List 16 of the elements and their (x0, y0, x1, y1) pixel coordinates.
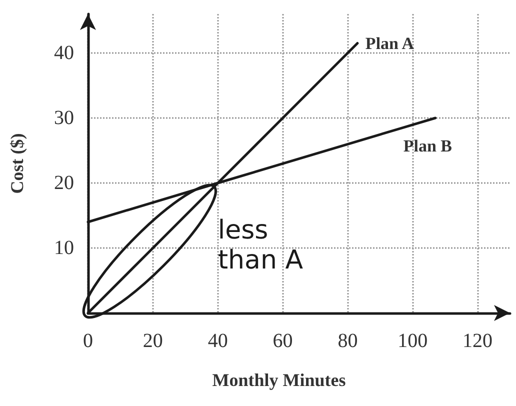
x-tick-label: 120 (462, 330, 493, 352)
series-label: Plan A (365, 34, 415, 53)
x-axis-title: Monthly Minutes (212, 370, 346, 390)
y-tick-label: 20 (54, 172, 74, 194)
x-tick-label: 100 (398, 330, 428, 352)
y-tick-label: 30 (54, 107, 74, 129)
series-label: Plan B (403, 136, 452, 156)
y-tick-label: 40 (54, 42, 74, 64)
x-tick-label: 60 (272, 330, 293, 352)
y-axis-title: Cost ($) (7, 133, 27, 194)
x-tick-label: 80 (338, 330, 358, 352)
x-tick-label: 40 (208, 330, 228, 352)
x-tick-label: 20 (142, 330, 163, 352)
y-tick-label: 10 (54, 237, 74, 259)
x-tick-label: 0 (83, 330, 93, 352)
annotation: less than A (218, 216, 304, 276)
